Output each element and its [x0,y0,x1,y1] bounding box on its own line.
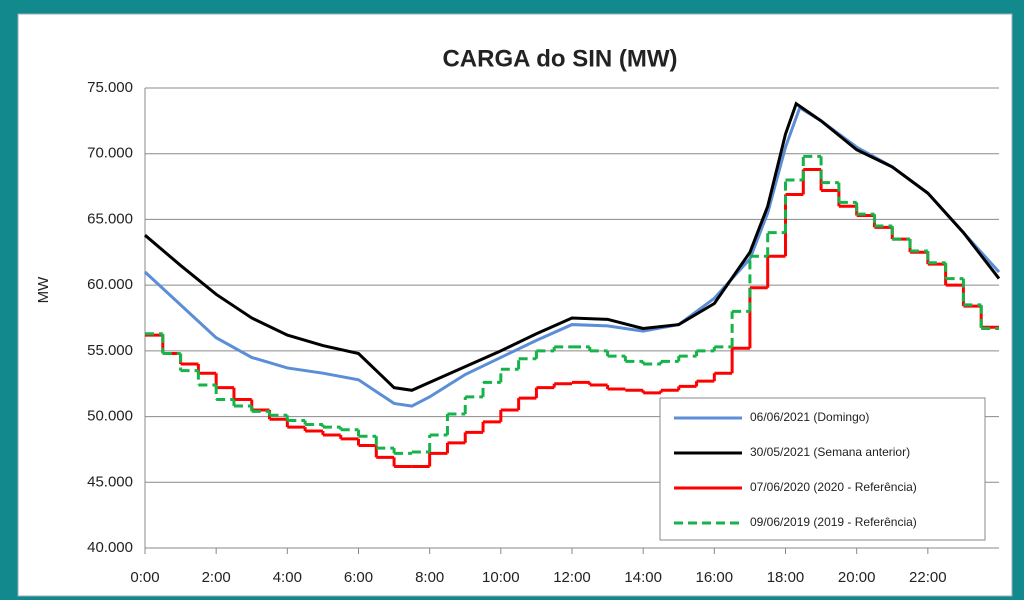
legend-box [659,397,986,541]
y-tick-label: 75.000 [87,79,133,96]
legend-label: 30/05/2021 (Semana anterior) [750,445,910,459]
x-tick-label: 4:00 [273,569,302,586]
step-riser [161,156,983,454]
x-tick-label: 0:00 [130,569,159,586]
legend-label: 06/06/2021 (Domingo) [750,410,869,424]
legend-label: 07/06/2020 (2020 - Referência) [750,480,917,494]
x-tick-label: 16:00 [696,569,734,586]
y-tick-label: 55.000 [87,342,133,359]
x-tick-label: 10:00 [482,569,520,586]
x-tick-label: 18:00 [767,569,805,586]
legend-label: 09/06/2019 (2019 - Referência) [750,515,917,529]
series-line [144,101,1001,392]
y-tick-label: 50.000 [87,408,133,425]
y-axis-label: MW [35,276,52,303]
x-tick-label: 6:00 [344,569,373,586]
x-tick-label: 2:00 [202,569,231,586]
y-tick-label: 65.000 [87,210,133,227]
x-tick-label: 8:00 [415,569,444,586]
x-tick-label: 14:00 [624,569,662,586]
y-tick-label: 60.000 [87,276,133,293]
chart-title: CARGA do SIN (MW) [442,45,677,72]
x-tick-label: 22:00 [909,569,947,586]
y-tick-label: 45.000 [87,473,133,490]
y-tick-label: 70.000 [87,145,133,162]
x-tick-label: 20:00 [838,569,876,586]
x-tick-label: 12:00 [553,569,591,586]
y-tick-label: 40.000 [87,539,133,556]
